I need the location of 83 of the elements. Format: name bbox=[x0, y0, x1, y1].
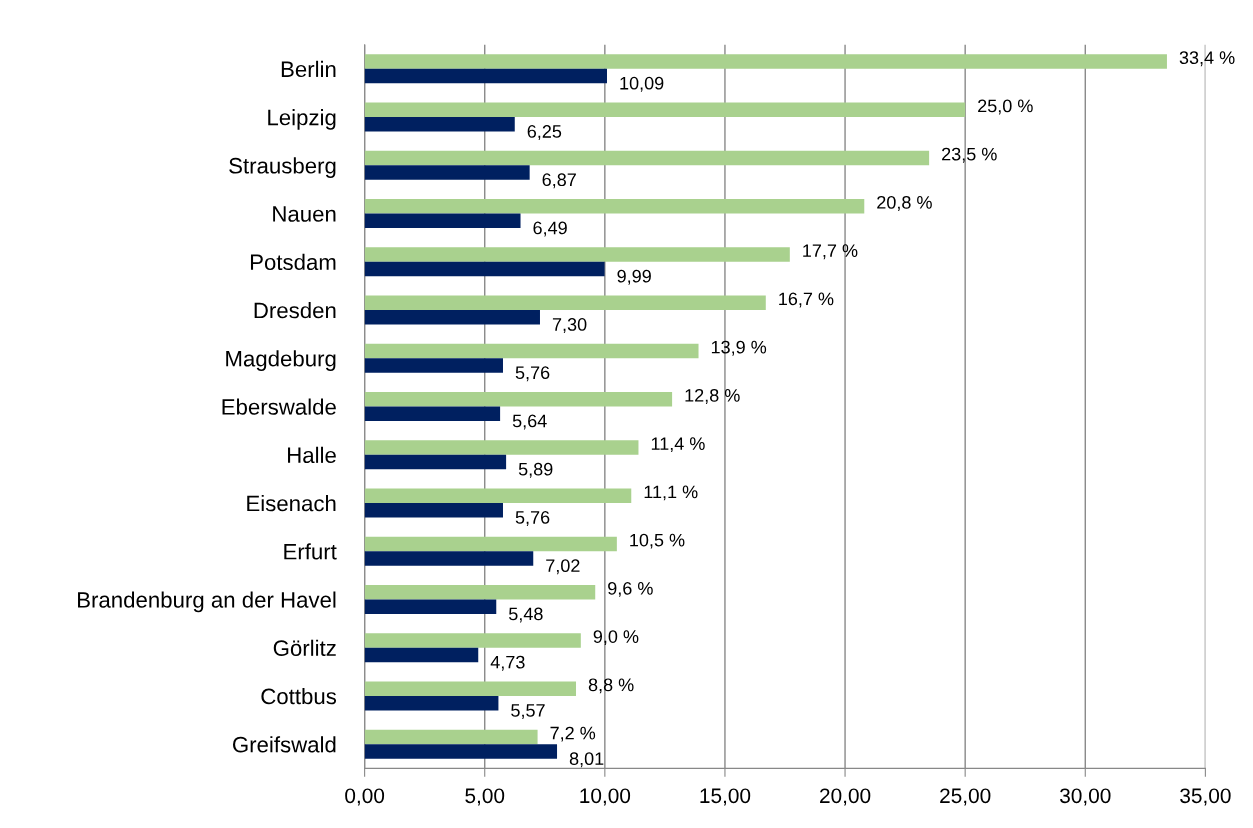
bar bbox=[364, 503, 503, 518]
bar bbox=[364, 102, 966, 118]
bar bbox=[364, 633, 581, 648]
data-label: 11,4 % bbox=[651, 437, 705, 453]
bar bbox=[364, 440, 639, 455]
data-label: 5,76 bbox=[515, 511, 550, 526]
bar bbox=[364, 551, 534, 566]
x-tick-label: 15,00 bbox=[700, 788, 751, 806]
data-label: 17,7 % bbox=[803, 244, 858, 260]
data-label: 11,1 % bbox=[644, 485, 698, 501]
y-tick-label: Leipzig bbox=[268, 109, 336, 130]
data-label: 9,6 % bbox=[608, 581, 653, 597]
data-label: 5,76 bbox=[515, 366, 550, 382]
data-label: 25,0 % bbox=[978, 99, 1033, 115]
data-label: 23,5 % bbox=[942, 147, 997, 163]
data-label: 16,7 % bbox=[779, 292, 834, 308]
bar bbox=[364, 744, 558, 759]
y-tick-label: Halle bbox=[288, 446, 336, 464]
bar bbox=[364, 488, 632, 504]
data-label: 10,5 % bbox=[630, 533, 685, 549]
data-label: 20,8 % bbox=[877, 195, 932, 211]
y-tick-label: Dresden bbox=[254, 302, 336, 319]
bar bbox=[364, 117, 515, 132]
y-tick-label: Berlin bbox=[281, 60, 336, 78]
y-tick-label: Brandenburg an der Havel bbox=[78, 591, 336, 613]
bar bbox=[364, 647, 479, 663]
data-label: 9,99 bbox=[617, 269, 651, 285]
bar bbox=[364, 406, 501, 422]
data-label: 8,01 bbox=[569, 752, 604, 768]
data-label: 5,48 bbox=[509, 607, 543, 623]
bar bbox=[364, 392, 673, 407]
data-label: 6,87 bbox=[542, 173, 576, 189]
bar bbox=[364, 213, 521, 229]
data-label: 8,8 % bbox=[588, 678, 634, 694]
data-label: 10,09 bbox=[620, 76, 664, 92]
data-label: 5,57 bbox=[511, 704, 545, 719]
data-label: 7,2 % bbox=[550, 726, 596, 742]
bar bbox=[364, 696, 499, 711]
data-label: 33,4 % bbox=[1179, 51, 1235, 67]
bar bbox=[364, 310, 540, 325]
x-tick-label: 20,00 bbox=[820, 788, 871, 806]
bar bbox=[364, 729, 538, 745]
bar bbox=[364, 247, 790, 262]
bar bbox=[364, 68, 607, 84]
data-label: 7,30 bbox=[552, 318, 587, 333]
bar bbox=[364, 295, 766, 311]
data-label: 7,02 bbox=[546, 559, 580, 575]
y-tick-label: Potsdam bbox=[250, 253, 336, 271]
y-tick-label: Görlitz bbox=[273, 639, 336, 657]
data-label: 13,9 % bbox=[711, 340, 767, 356]
data-label: 6,25 bbox=[527, 125, 562, 140]
bar bbox=[364, 599, 497, 614]
x-tick-label: 30,00 bbox=[1060, 788, 1111, 806]
x-tick-label: 35,00 bbox=[1180, 788, 1231, 806]
bar bbox=[364, 358, 503, 373]
bar bbox=[364, 536, 617, 552]
bar bbox=[364, 454, 507, 470]
y-tick-label: Cottbus bbox=[261, 687, 337, 705]
bar bbox=[364, 150, 930, 166]
data-label: 6,49 bbox=[533, 221, 567, 237]
bar bbox=[364, 261, 605, 277]
x-tick-label: 0,00 bbox=[345, 788, 385, 806]
data-label: 5,89 bbox=[518, 462, 553, 478]
bar bbox=[364, 199, 865, 214]
x-tick-label: 25,00 bbox=[940, 788, 991, 806]
x-tick-label: 5,00 bbox=[465, 788, 505, 806]
bar bbox=[364, 585, 596, 600]
bar bbox=[364, 681, 577, 697]
y-tick-label: Greifswald bbox=[233, 736, 336, 753]
y-tick-label: Magdeburg bbox=[226, 350, 336, 371]
y-tick-label: Eberswalde bbox=[222, 398, 336, 415]
bar bbox=[364, 343, 699, 359]
y-tick-label: Strausberg bbox=[229, 157, 336, 178]
y-tick-label: Eisenach bbox=[247, 494, 336, 512]
data-label: 5,64 bbox=[512, 414, 547, 430]
bar bbox=[364, 54, 1167, 69]
x-tick-label: 10,00 bbox=[580, 788, 631, 806]
data-label: 4,73 bbox=[490, 655, 525, 671]
y-tick-label: Nauen bbox=[273, 206, 336, 222]
data-label: 9,0 % bbox=[593, 630, 639, 646]
y-tick-label: Erfurt bbox=[284, 543, 337, 560]
bar bbox=[364, 165, 530, 180]
data-label: 12,8 % bbox=[685, 388, 740, 404]
